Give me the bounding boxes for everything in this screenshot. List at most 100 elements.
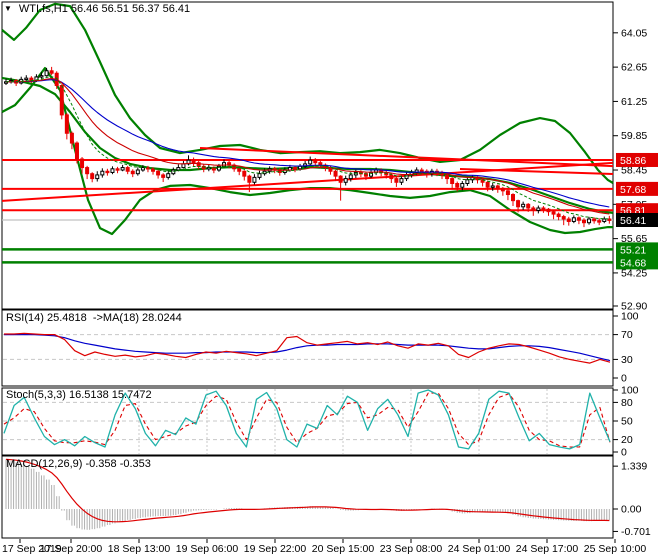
candle-body xyxy=(505,190,510,196)
candle-body xyxy=(602,218,607,222)
trendline xyxy=(459,168,614,175)
candle-body xyxy=(308,159,313,165)
bollinger-upper-band xyxy=(1,2,614,184)
bollinger-middle-band xyxy=(1,76,614,214)
candle-body xyxy=(191,159,196,164)
candle-body xyxy=(313,159,318,164)
time-tick-label: 19 Sep 06:00 xyxy=(176,543,239,555)
rsi-tick-label: 100 xyxy=(621,311,639,323)
candle-body xyxy=(156,170,161,176)
candle-body xyxy=(176,167,181,171)
price-tick-label: 59.85 xyxy=(621,130,647,142)
time-tick-label: 23 Sep 08:00 xyxy=(380,543,443,555)
rsi-tick-label: 70 xyxy=(621,329,633,341)
candle-body xyxy=(39,75,44,78)
candle-body xyxy=(389,174,394,180)
rsi-tick-label: 0 xyxy=(621,373,627,385)
candle-body xyxy=(171,169,176,175)
candle-body xyxy=(49,70,54,74)
price-tick-label: 62.65 xyxy=(621,62,647,74)
trendline xyxy=(199,146,614,168)
candle-body xyxy=(571,217,576,222)
candle-body xyxy=(455,182,460,188)
stoch-indicator-label: Stoch(5,3,3) 16.5138 15.7472 xyxy=(6,389,152,401)
macd-tick-label: 0.00 xyxy=(621,504,642,516)
candle-body xyxy=(90,173,95,180)
candle-body xyxy=(419,169,424,172)
candle-body xyxy=(74,142,79,160)
candle-body xyxy=(216,165,221,171)
stoch-k-line xyxy=(3,389,611,450)
candle-body xyxy=(151,168,156,172)
price-badge-label: 56.41 xyxy=(620,215,646,227)
stoch-tick-label: 80 xyxy=(621,397,633,409)
price-ma-red xyxy=(5,78,610,215)
stoch-tick-label: 100 xyxy=(621,385,639,397)
candle-body xyxy=(597,220,602,223)
price-tick-label: 58.45 xyxy=(621,165,647,177)
candle-body xyxy=(59,84,64,116)
candle-body xyxy=(95,174,100,180)
time-tick-label: 25 Sep 10:00 xyxy=(584,543,647,555)
price-badge-label: 58.86 xyxy=(620,155,646,167)
candle-body xyxy=(237,168,242,172)
price-tick-label: 55.65 xyxy=(621,233,647,245)
candle-body xyxy=(551,211,556,215)
candle-body xyxy=(69,132,74,144)
candle-body xyxy=(592,218,597,222)
candle-body xyxy=(298,165,303,170)
candle-body xyxy=(495,185,500,189)
rsi-indicator-label: RSI(14) 25.4818 ->MA(18) 28.0244 xyxy=(6,312,182,324)
rsi-ma-line xyxy=(4,334,611,362)
time-tick-label: 24 Sep 01:00 xyxy=(448,543,511,555)
candle-body xyxy=(541,207,546,210)
candle-body xyxy=(181,163,186,169)
price-badge-label: 57.68 xyxy=(620,184,646,196)
candle-body xyxy=(566,218,571,222)
main-pane-border xyxy=(1,1,614,310)
price-badge-green xyxy=(616,242,658,257)
candle-body xyxy=(257,173,262,178)
candle-body xyxy=(490,185,495,188)
macd-tick-label: -0.701 xyxy=(621,526,651,538)
candle-body xyxy=(500,187,505,192)
candle-body xyxy=(343,178,348,183)
price-badge-label: 55.21 xyxy=(620,244,646,256)
price-tick-label: 52.90 xyxy=(621,300,647,312)
chart-dropdown-icon[interactable]: ▼ xyxy=(4,4,12,13)
candle-body xyxy=(445,174,450,180)
candle-body xyxy=(465,179,470,184)
candle-body xyxy=(166,173,171,178)
candle-body xyxy=(252,176,257,183)
candle-body xyxy=(206,167,211,170)
price-badge-black xyxy=(616,213,658,227)
candle-body xyxy=(516,200,521,208)
candle-body xyxy=(460,182,465,188)
candle-body xyxy=(125,167,130,172)
candle-body xyxy=(394,178,399,183)
stoch-tick-label: 20 xyxy=(621,434,633,446)
price-tick-label: 64.05 xyxy=(621,27,647,39)
candle-body xyxy=(161,174,166,178)
candle-body xyxy=(450,178,455,184)
candle-body xyxy=(4,81,8,84)
candle-body xyxy=(64,114,69,134)
candle-body xyxy=(399,178,404,183)
stoch-tick-label: 50 xyxy=(621,416,633,428)
candle-body xyxy=(546,208,551,213)
candle-body xyxy=(247,175,252,183)
price-ma-blue xyxy=(5,79,610,208)
rsi-line xyxy=(4,332,611,364)
stoch-tick-label: 0 xyxy=(621,447,627,459)
candle-body xyxy=(130,170,135,175)
candle-body xyxy=(24,77,29,81)
macd-indicator-label: MACD(12,26,9) -0.358 -0.353 xyxy=(6,458,151,470)
price-badge-red xyxy=(616,181,658,196)
chart-title-bar: ▼ WTI.fs,H1 56.46 56.51 56.37 56.41 xyxy=(4,3,190,15)
candle-body xyxy=(511,194,515,202)
time-tick-label: 19 Sep 22:00 xyxy=(244,543,307,555)
price-badge-green xyxy=(616,255,658,270)
candle-body xyxy=(44,70,49,77)
